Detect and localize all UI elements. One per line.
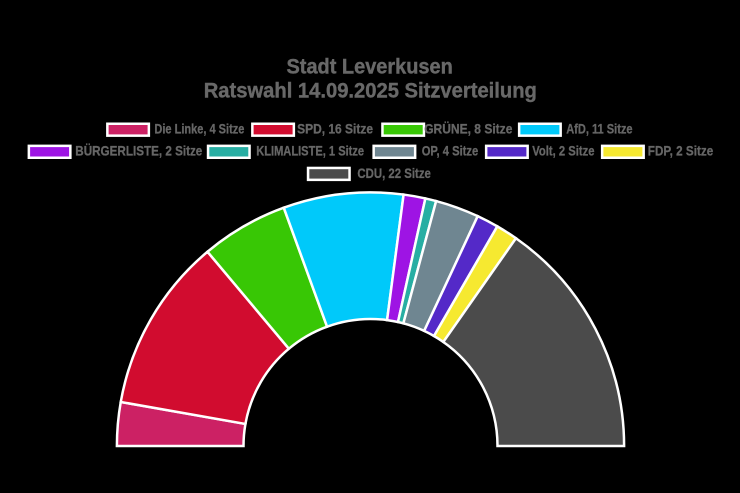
svg-text:OP, 4 Sitze: OP, 4 Sitze	[422, 143, 479, 159]
svg-text:BÜRGERLISTE, 2 Sitze: BÜRGERLISTE, 2 Sitze	[75, 143, 202, 159]
svg-text:GRÜNE, 8 Sitze: GRÜNE, 8 Sitze	[424, 121, 512, 137]
svg-text:Stadt Leverkusen: Stadt Leverkusen	[287, 55, 453, 78]
svg-text:AfD, 11 Sitze: AfD, 11 Sitze	[566, 121, 633, 137]
svg-text:CDU, 22 Sitze: CDU, 22 Sitze	[357, 165, 431, 181]
svg-text:Volt, 2 Sitze: Volt, 2 Sitze	[532, 143, 594, 159]
svg-text:Ratswahl 14.09.2025 Sitzvertei: Ratswahl 14.09.2025 Sitzverteilung	[204, 80, 537, 103]
svg-text:Die Linke, 4 Sitze: Die Linke, 4 Sitze	[154, 121, 244, 137]
svg-text:FDP, 2 Sitze: FDP, 2 Sitze	[648, 143, 714, 159]
svg-text:KLIMALISTE, 1 Sitze: KLIMALISTE, 1 Sitze	[256, 143, 364, 159]
svg-text:SPD, 16 Sitze: SPD, 16 Sitze	[297, 121, 373, 137]
